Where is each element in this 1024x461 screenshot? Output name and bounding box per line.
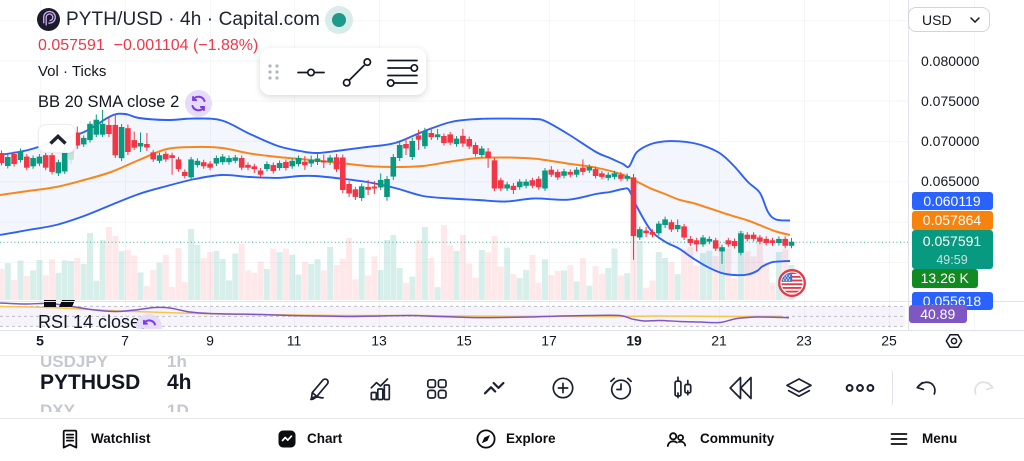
svg-text:13: 13 bbox=[371, 333, 387, 349]
svg-text:21: 21 bbox=[711, 333, 727, 349]
svg-text:19: 19 bbox=[626, 333, 642, 349]
svg-text:5: 5 bbox=[36, 333, 44, 349]
svg-text:9: 9 bbox=[206, 333, 214, 349]
svg-text:23: 23 bbox=[796, 333, 812, 349]
svg-text:25: 25 bbox=[881, 333, 897, 349]
svg-text:17: 17 bbox=[541, 333, 557, 349]
svg-text:11: 11 bbox=[287, 333, 302, 349]
svg-text:15: 15 bbox=[456, 333, 472, 349]
svg-text:7: 7 bbox=[121, 333, 129, 349]
